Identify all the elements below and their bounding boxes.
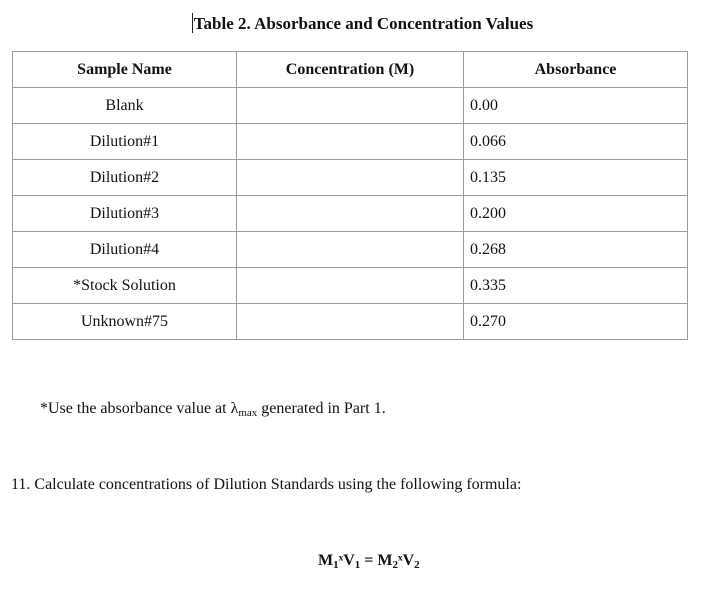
concentration-cell[interactable] [236, 159, 464, 196]
sample-name-cell: Blank [12, 87, 237, 124]
absorbance-cell: 0.268 [463, 231, 688, 268]
absorbance-cell: 0.335 [463, 267, 688, 304]
table-title: Table 2. Absorbance and Concentration Va… [0, 12, 725, 36]
dilution-formula: M1ˣV1 = M2ˣV2 [318, 550, 420, 576]
concentration-cell[interactable] [236, 231, 464, 268]
absorbance-cell: 0.00 [463, 87, 688, 124]
header-concentration: Concentration (M) [236, 51, 464, 88]
absorbance-cell: 0.135 [463, 159, 688, 196]
note-subscript: max [238, 407, 258, 419]
table-row: Dilution#3 0.200 [12, 195, 688, 232]
table-row: Blank 0.00 [12, 87, 688, 124]
table-row: Dilution#4 0.268 [12, 231, 688, 268]
sample-name-cell: Dilution#4 [12, 231, 237, 268]
formula-v2-sub: 2 [414, 559, 420, 571]
table-title-text: Table 2. Absorbance and Concentration Va… [193, 14, 534, 33]
formula-m2-sub: 2 [392, 559, 398, 571]
sample-name-cell: Dilution#1 [12, 123, 237, 160]
absorbance-table: Sample Name Concentration (M) Absorbance… [12, 51, 688, 340]
lambda-max-note: *Use the absorbance value at λmax genera… [40, 398, 386, 424]
absorbance-cell: 0.200 [463, 195, 688, 232]
sample-name-cell: *Stock Solution [12, 267, 237, 304]
concentration-cell[interactable] [236, 87, 464, 124]
note-prefix: *Use the absorbance value at λ [40, 400, 239, 417]
question-11: 11. Calculate concentrations of Dilution… [11, 476, 522, 493]
table-row: Dilution#1 0.066 [12, 123, 688, 160]
absorbance-cell: 0.066 [463, 123, 688, 160]
text-cursor [191, 13, 193, 33]
formula-v1-sub: 1 [354, 559, 361, 571]
table-row: Dilution#2 0.135 [12, 159, 688, 196]
table-row: *Stock Solution 0.335 [12, 267, 688, 304]
formula-v2: V [402, 552, 415, 569]
absorbance-cell: 0.270 [463, 303, 688, 340]
header-sample-name: Sample Name [12, 51, 237, 88]
formula-times-2: ˣ [397, 552, 403, 569]
formula-v1: V [343, 552, 355, 569]
formula-m1: M [318, 552, 334, 569]
concentration-cell[interactable] [236, 123, 464, 160]
formula-m1-sub: 1 [333, 559, 339, 571]
header-absorbance: Absorbance [463, 51, 688, 88]
formula-m2: M [377, 552, 393, 569]
sample-name-cell: Unknown#75 [12, 303, 237, 340]
formula-times-1: ˣ [338, 552, 344, 569]
table-row: Unknown#75 0.270 [12, 303, 688, 340]
table-header-row: Sample Name Concentration (M) Absorbance [12, 51, 688, 88]
sample-name-cell: Dilution#3 [12, 195, 237, 232]
formula-equals: = [360, 552, 378, 569]
note-suffix: generated in Part 1. [257, 400, 386, 417]
concentration-cell[interactable] [236, 303, 464, 340]
concentration-cell[interactable] [236, 267, 464, 304]
sample-name-cell: Dilution#2 [12, 159, 237, 196]
concentration-cell[interactable] [236, 195, 464, 232]
